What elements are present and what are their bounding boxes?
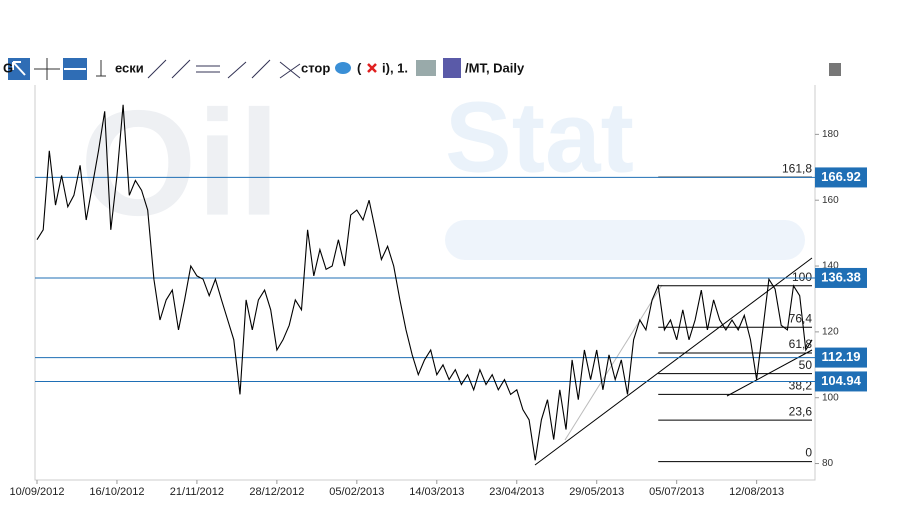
x-tick-label: 05/02/2013 [329, 486, 384, 498]
level-box [815, 347, 867, 368]
watermark-text: Stat [445, 81, 634, 193]
level-label: 104.94 [821, 373, 862, 388]
watermark-text: Oil [80, 79, 280, 247]
trend-line [534, 257, 813, 466]
fib-label: 23,6 [789, 404, 813, 418]
fib-label: 38,2 [789, 379, 813, 393]
trend-lines [534, 257, 813, 466]
level-label: 136.38 [821, 269, 861, 284]
x-tick-label: 28/12/2012 [249, 486, 304, 498]
x-tick-label: 12/08/2013 [729, 486, 784, 498]
fib-label: 0 [805, 446, 812, 460]
y-tick-label: 100 [822, 392, 839, 403]
y-tick-label: 120 [822, 327, 839, 338]
toolbar-text: ески [115, 60, 144, 75]
level-box [815, 267, 867, 288]
level-label: 166.92 [821, 169, 861, 184]
delete-icon[interactable] [367, 63, 377, 73]
toolbar-text: ( [357, 60, 362, 75]
watermark: Oil Stat [80, 79, 805, 260]
fib-label: 50 [799, 358, 813, 372]
x-tick-label: 23/04/2013 [489, 486, 544, 498]
fib-label: 100 [792, 270, 812, 284]
cross-icon[interactable] [34, 58, 60, 80]
toolbar-text: i), 1. [382, 60, 408, 75]
level-label: 112.19 [821, 349, 860, 364]
x-tick-label: 16/10/2012 [89, 486, 144, 498]
y-tick-label: 180 [822, 129, 839, 140]
price-line [36, 104, 813, 461]
y-tick-label: 80 [822, 458, 834, 469]
fib-label: 61,8 [789, 337, 813, 351]
vline-icon[interactable] [96, 60, 106, 77]
x-tick-label: 21/11/2012 [170, 486, 224, 498]
y-tick-label: 160 [822, 195, 839, 206]
x-tick-label: 29/05/2013 [569, 486, 624, 498]
fib-diagonal [564, 284, 663, 441]
trash-icon[interactable] [829, 63, 841, 76]
y-tick-label: 140 [822, 261, 839, 272]
level-box [815, 371, 867, 392]
x-tick-label: 05/07/2013 [649, 486, 704, 498]
comment-icon[interactable] [335, 62, 351, 74]
fib-label: 76,4 [789, 311, 813, 325]
level-box [815, 167, 867, 188]
draw-tools[interactable] [147, 59, 301, 79]
toolbar-text: G [3, 60, 13, 75]
x-tick-label: 10/09/2012 [9, 486, 64, 498]
watermark-bar [445, 220, 805, 260]
x-tick-label: 14/03/2013 [409, 486, 464, 498]
save-icon[interactable] [443, 58, 461, 78]
print-icon[interactable] [416, 60, 436, 76]
toolbar-text: /MT, Daily [465, 60, 525, 75]
toolbar-text: стор [301, 60, 330, 75]
toolbar: G ески стор ( i), 1. /MT, Daily [3, 58, 841, 80]
fib-label: 161,8 [782, 161, 812, 175]
cursor-icon [12, 61, 26, 76]
